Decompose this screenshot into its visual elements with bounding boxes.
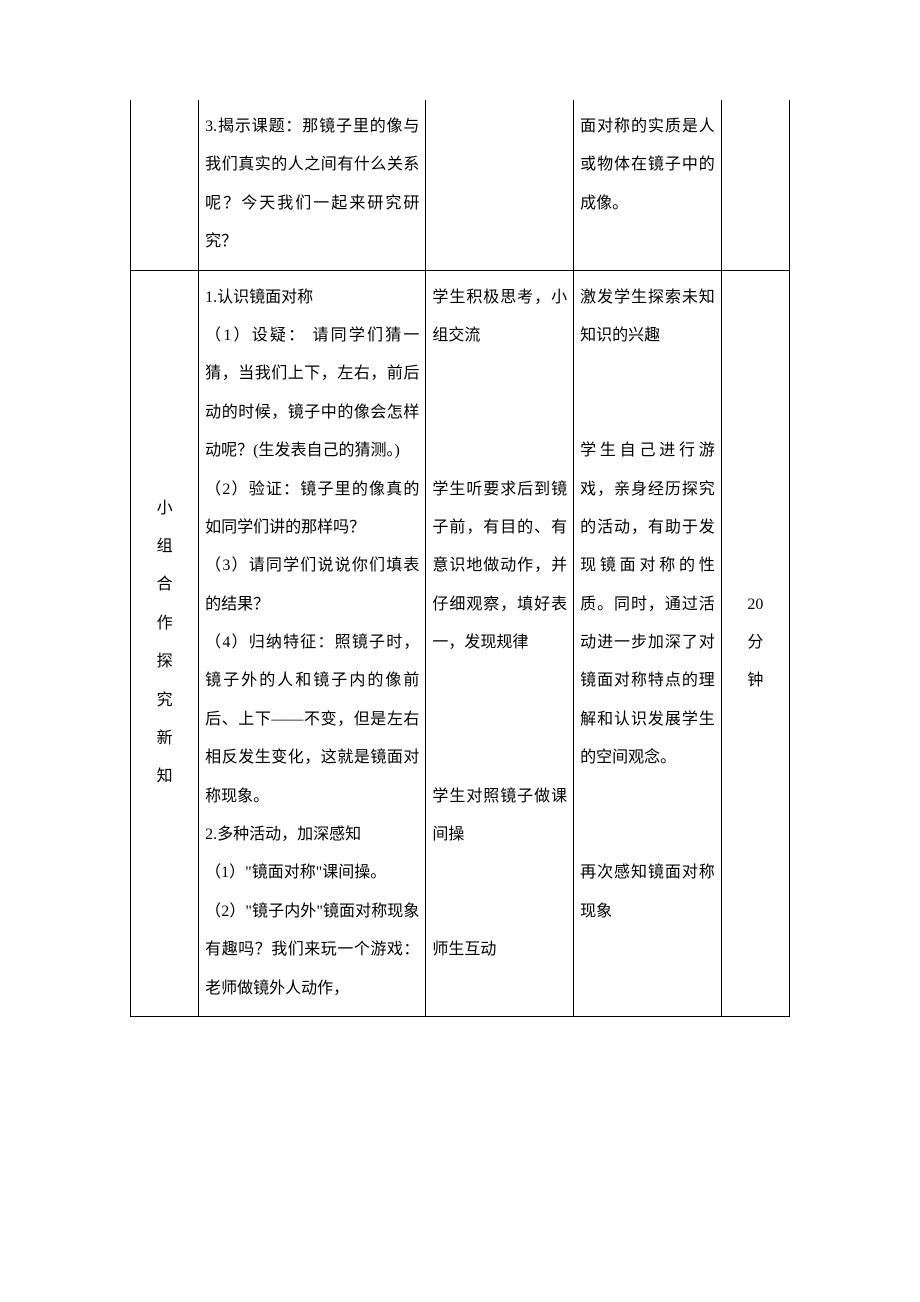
student-activity-cell: 学生积极思考，小组交流学生听要求后到镜子前，有目的、有意识地做动作，并仔细观察，… [426, 270, 574, 1016]
stage-cell [131, 100, 199, 270]
time-cell: 20分钟 [721, 270, 789, 1016]
page-container: 3.揭示课题：那镜子里的像与我们真实的人之间有什么关系呢？今天我们一起来研究研究… [0, 0, 920, 1117]
teacher-activity-cell: 1.认识镜面对称（1）设疑： 请同学们猜一猜，当我们上下，左右，前后动的时候，镜… [199, 270, 426, 1016]
design-intent-cell: 面对称的实质是人或物体在镜子中的成像。 [574, 100, 722, 270]
stage-cell: 小组合作 探究新知 [131, 270, 199, 1016]
teacher-activity-cell: 3.揭示课题：那镜子里的像与我们真实的人之间有什么关系呢？今天我们一起来研究研究… [199, 100, 426, 270]
table-row: 3.揭示课题：那镜子里的像与我们真实的人之间有什么关系呢？今天我们一起来研究研究… [131, 100, 790, 270]
student-activity-cell [426, 100, 574, 270]
time-cell [721, 100, 789, 270]
table-row: 小组合作 探究新知 1.认识镜面对称（1）设疑： 请同学们猜一猜，当我们上下，左… [131, 270, 790, 1016]
design-intent-cell: 激发学生探索未知知识的兴趣学生自己进行游戏，亲身经历探究的活动，有助于发现镜面对… [574, 270, 722, 1016]
lesson-plan-table: 3.揭示课题：那镜子里的像与我们真实的人之间有什么关系呢？今天我们一起来研究研究… [130, 100, 790, 1017]
